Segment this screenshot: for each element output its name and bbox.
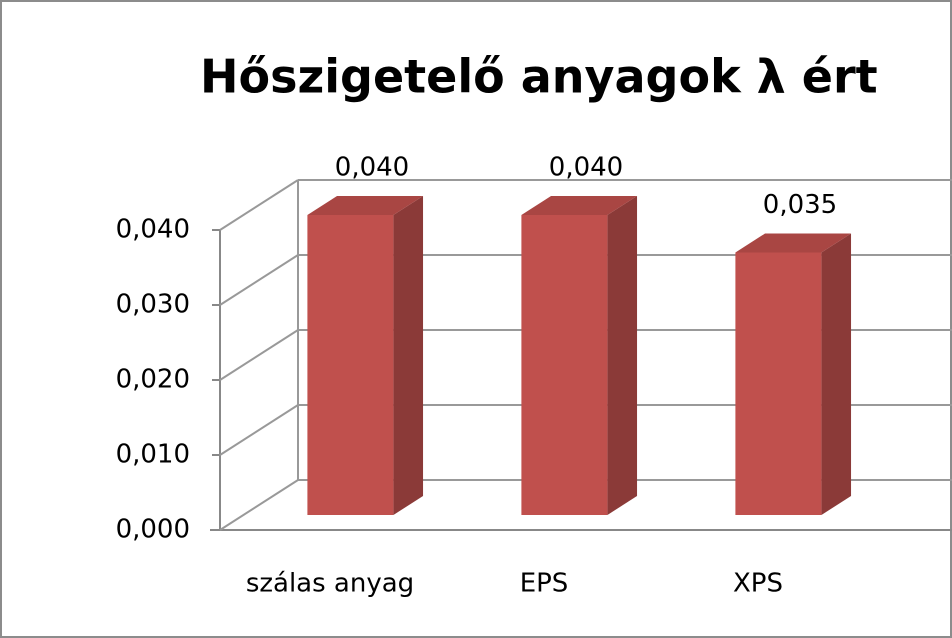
bar [735,252,822,515]
y-tick-label: 0,010 [116,440,190,470]
y-tick-label: 0,040 [116,215,190,245]
bar-top [735,233,852,253]
grid-line [219,179,299,231]
x-tick-label: EPS [520,569,569,599]
value-label: 0,035 [763,190,837,220]
y-tick-label: 0,000 [116,515,190,545]
bar-top [307,196,424,215]
grid-line [219,254,299,306]
bar-top [521,196,638,215]
bar [307,215,394,515]
x-tick-label: XPS [733,569,783,599]
x-tick-label: szálas anyag [246,569,414,599]
value-label: 0,040 [335,153,409,183]
bar-side [607,196,638,515]
bar-side [393,196,424,515]
grid-line [219,329,299,381]
y-tick-label: 0,030 [116,290,190,320]
bar [521,215,608,515]
y-tick-label: 0,020 [116,365,190,395]
grid-line [219,404,299,456]
grid-line [219,479,299,531]
value-label: 0,040 [549,153,623,183]
bar-side [821,233,852,515]
chart-title: Hőszigetelő anyagok λ ért [200,50,878,104]
